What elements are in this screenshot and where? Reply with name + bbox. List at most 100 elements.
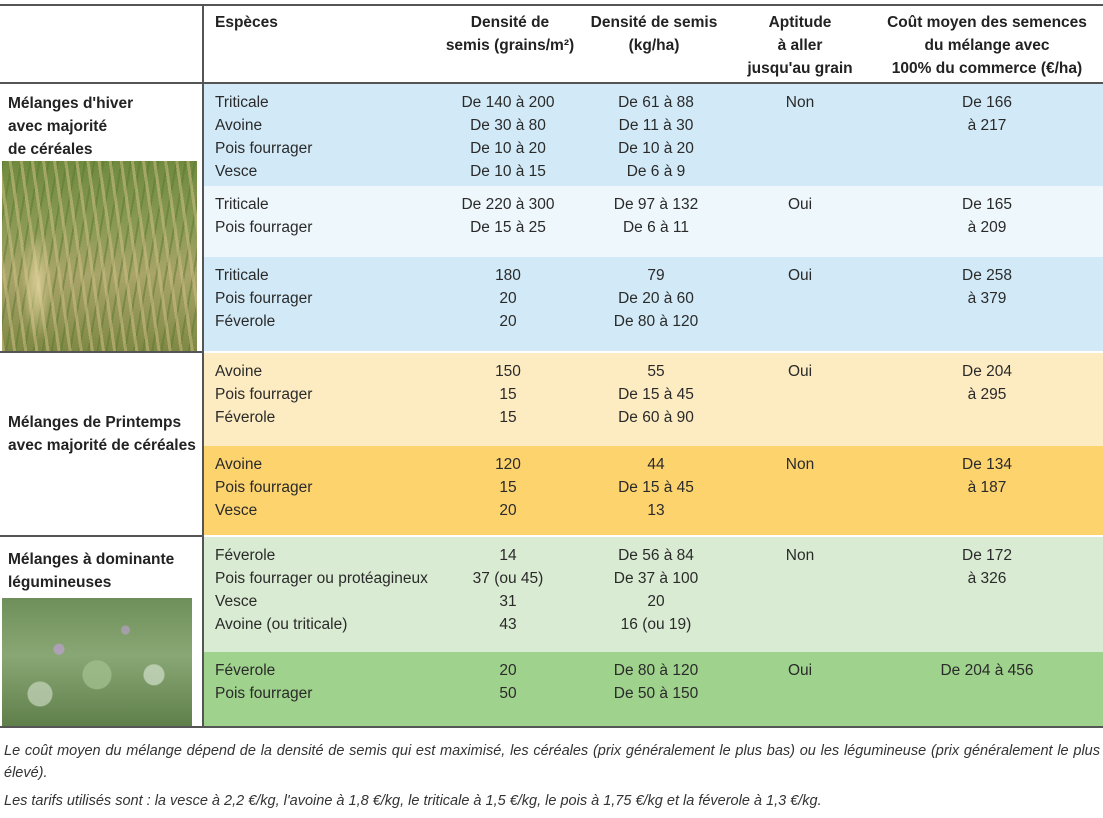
table-row: Féverole Pois fourrager 20 50 De 80 à 120 De … bbox=[204, 652, 1103, 726]
aptitude-cell-line: Non bbox=[785, 547, 815, 564]
group-legumes-label: Mélanges à dominante légumineuses bbox=[8, 548, 174, 594]
species-cell-line: Pois fourrager bbox=[215, 685, 313, 702]
divider bbox=[0, 726, 1103, 728]
group-label-line: Mélanges d'hiver bbox=[8, 95, 134, 112]
density-grains-cell: De 220 à 300 De 15 à 25 bbox=[429, 193, 587, 239]
species-cell: Triticale Pois fourrager bbox=[215, 193, 312, 239]
table-row: Avoine Pois fourrager Féverole 150 15 15 55 De … bbox=[204, 353, 1103, 446]
cost-cell: De 204 à 456 bbox=[872, 659, 1102, 682]
density-grains-cell-line: 180 bbox=[495, 267, 521, 284]
species-cell-line: Avoine bbox=[215, 117, 263, 134]
faba-bean-field-photo bbox=[2, 598, 192, 726]
density-kg-cell-line: De 6 à 9 bbox=[626, 163, 686, 180]
density-kg-cell-line: De 61 à 88 bbox=[618, 94, 694, 111]
density-grains-cell: De 140 à 200 De 30 à 80 De 10 à 20 De 10 à … bbox=[429, 91, 587, 183]
header-aptitude: Aptitude à aller jusqu'au grain bbox=[734, 11, 866, 80]
density-kg-cell-line: De 56 à 84 bbox=[618, 547, 694, 564]
density-grains-cell-line: 31 bbox=[499, 593, 517, 610]
aptitude-cell: Non bbox=[734, 453, 866, 476]
density-kg-cell-line: De 97 à 132 bbox=[613, 196, 699, 213]
divider bbox=[0, 351, 202, 353]
density-grains-cell: 120 15 20 bbox=[429, 453, 587, 522]
density-kg-cell-line: De 80 à 120 bbox=[613, 313, 699, 330]
density-kg-cell-line: De 20 à 60 bbox=[618, 290, 694, 307]
density-kg-cell-line: De 37 à 100 bbox=[613, 570, 699, 587]
cost-cell-line: à 217 bbox=[967, 117, 1007, 134]
group-label-line: avec majorité de céréales bbox=[8, 437, 196, 454]
cost-cell: De 134 à 187 bbox=[872, 453, 1102, 499]
species-cell-line: Féverole bbox=[215, 662, 276, 679]
density-grains-cell: 20 50 bbox=[429, 659, 587, 705]
header-species: Espèces bbox=[215, 14, 278, 31]
density-kg-cell-line: 20 bbox=[647, 593, 665, 610]
cost-cell-line: à 326 bbox=[967, 570, 1007, 587]
density-kg-cell-line: 55 bbox=[647, 363, 665, 380]
species-cell: Avoine Pois fourrager Vesce bbox=[215, 453, 312, 522]
cost-cell: De 172 à 326 bbox=[872, 544, 1102, 590]
table-row: Triticale Pois fourrager Féverole 180 20 20 79… bbox=[204, 257, 1103, 351]
group-spring: Mélanges de Printemps avec majorité de c… bbox=[0, 353, 202, 535]
aptitude-cell: Oui bbox=[734, 659, 866, 682]
cost-cell-line: De 134 bbox=[962, 456, 1012, 473]
group-winter-label: Mélanges d'hiver avec majorité de céréal… bbox=[8, 92, 133, 161]
table-row: Avoine Pois fourrager Vesce 120 15 20 44 De 15 … bbox=[204, 446, 1103, 535]
density-kg-cell-line: De 6 à 11 bbox=[622, 219, 690, 236]
density-kg-cell-line: De 50 à 150 bbox=[613, 685, 699, 702]
cost-cell-line: De 204 à 456 bbox=[940, 662, 1034, 679]
wheat-field-photo bbox=[2, 161, 197, 351]
density-kg-cell: 79 De 20 à 60 De 80 à 120 bbox=[584, 264, 728, 333]
cost-cell: De 165 à 209 bbox=[872, 193, 1102, 239]
table-notes: Le coût moyen du mélange dépend de la de… bbox=[4, 740, 1100, 818]
density-grains-cell-line: 150 bbox=[495, 363, 521, 380]
density-grains-cell-line: De 220 à 300 bbox=[461, 196, 555, 213]
density-grains-cell-line: De 15 à 25 bbox=[470, 219, 546, 236]
group-label-line: légumineuses bbox=[8, 574, 112, 591]
header-aptitude-line1: Aptitude bbox=[768, 14, 832, 31]
density-kg-cell: De 80 à 120 De 50 à 150 bbox=[584, 659, 728, 705]
cost-cell: De 258 à 379 bbox=[872, 264, 1102, 310]
header-aptitude-line3: jusqu'au grain bbox=[747, 60, 853, 77]
species-cell-line: Pois fourrager bbox=[215, 219, 313, 236]
cost-cell-line: De 172 bbox=[962, 547, 1012, 564]
aptitude-cell: Oui bbox=[734, 193, 866, 216]
divider bbox=[202, 5, 204, 728]
species-cell-line: Féverole bbox=[215, 547, 276, 564]
aptitude-cell-line: Oui bbox=[787, 267, 813, 284]
table-header bbox=[0, 0, 1103, 83]
cost-cell-line: De 204 bbox=[962, 363, 1012, 380]
density-kg-cell-line: 79 bbox=[647, 267, 665, 284]
aptitude-cell: Non bbox=[734, 544, 866, 567]
species-cell: Féverole Pois fourrager ou protéagineux Ve… bbox=[215, 544, 428, 636]
cost-cell: De 204 à 295 bbox=[872, 360, 1102, 406]
density-kg-cell: De 56 à 84 De 37 à 100 20 16 (ou 19) bbox=[584, 544, 728, 636]
density-grains-cell-line: De 140 à 200 bbox=[461, 94, 555, 111]
cost-cell-line: à 209 bbox=[967, 219, 1007, 236]
divider bbox=[0, 535, 202, 537]
density-grains-cell-line: 20 bbox=[499, 313, 517, 330]
density-kg-cell: De 97 à 132 De 6 à 11 bbox=[584, 193, 728, 239]
density-kg-cell-line: 44 bbox=[647, 456, 665, 473]
species-cell-line: Triticale bbox=[215, 196, 269, 213]
density-kg-cell-line: 16 (ou 19) bbox=[620, 616, 692, 633]
species-cell: Triticale Pois fourrager Féverole bbox=[215, 264, 312, 333]
table-row: Féverole Pois fourrager ou protéagineux Ve… bbox=[204, 537, 1103, 652]
density-kg-cell-line: De 10 à 20 bbox=[618, 140, 694, 157]
species-cell: Triticale Avoine Pois fourrager Vesce bbox=[215, 91, 312, 183]
density-grains-cell-line: 43 bbox=[499, 616, 517, 633]
table-row: Triticale Pois fourrager De 220 à 300 De 15… bbox=[204, 186, 1103, 257]
header-density-grains: Densité de semis (grains/m²) bbox=[425, 11, 595, 57]
species-cell-line: Avoine bbox=[215, 456, 263, 473]
note-prices: Les tarifs utilisés sont : la vesce à 2,… bbox=[4, 793, 822, 809]
aptitude-cell-line: Non bbox=[785, 94, 815, 111]
density-grains-cell-line: 15 bbox=[499, 386, 517, 403]
density-grains-cell-line: 120 bbox=[495, 456, 521, 473]
density-grains-cell-line: 15 bbox=[499, 409, 517, 426]
aptitude-cell: Oui bbox=[734, 360, 866, 383]
note-cost: Le coût moyen du mélange dépend de la de… bbox=[4, 743, 1100, 781]
density-grains-cell: 14 37 (ou 45) 31 43 bbox=[429, 544, 587, 636]
species-cell-line: Triticale bbox=[215, 267, 269, 284]
species-cell-line: Avoine bbox=[215, 363, 263, 380]
aptitude-cell: Non bbox=[734, 91, 866, 114]
density-kg-cell-line: De 80 à 120 bbox=[613, 662, 699, 679]
density-kg-cell-line: De 15 à 45 bbox=[618, 386, 694, 403]
